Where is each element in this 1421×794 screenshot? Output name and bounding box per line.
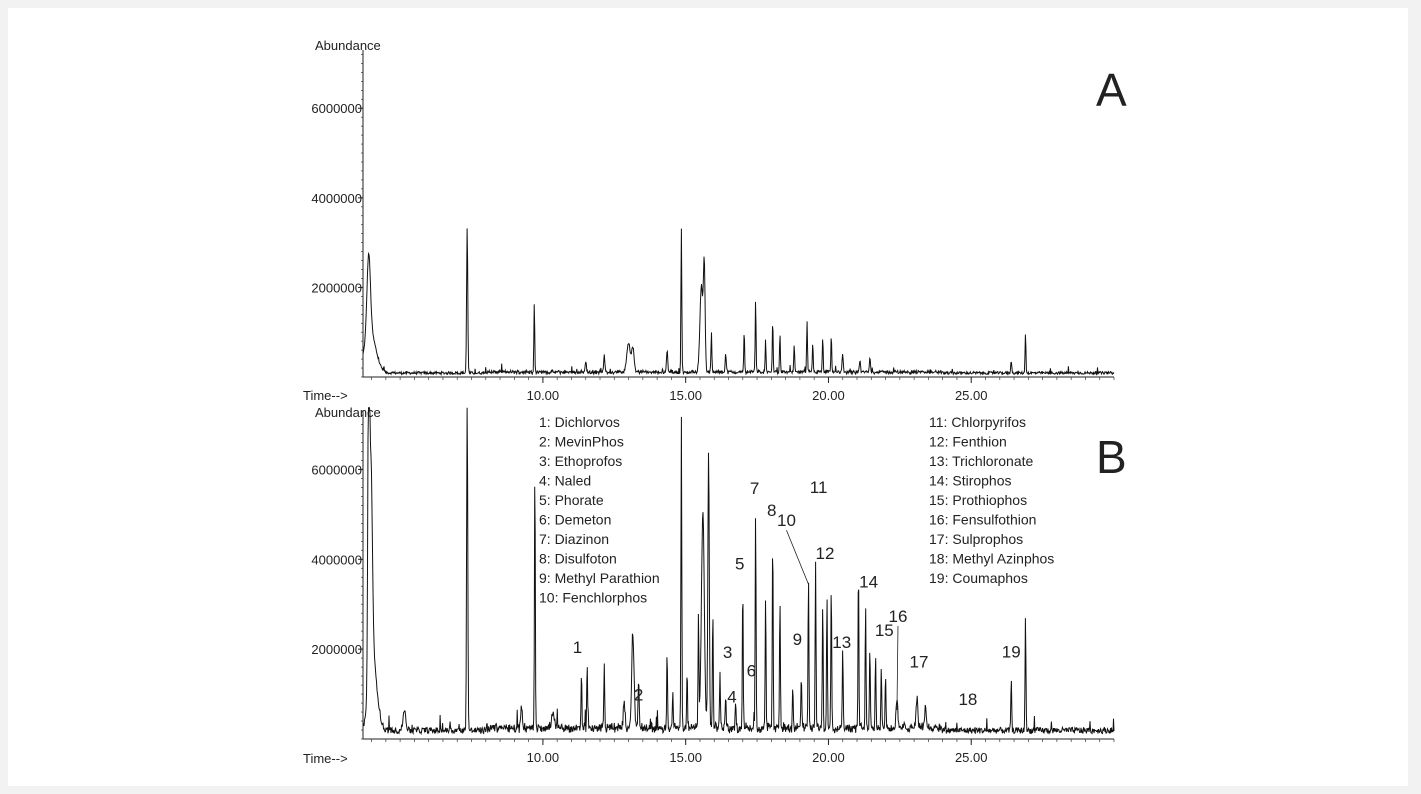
legend-entry: 2: MevinPhos [539, 434, 624, 450]
chromatogram-figure: 2000000 4000000 6000000 10.00 15.00 20.00 25.0… [8, 8, 1408, 786]
y-tick-label: 4000000 [311, 191, 362, 206]
x-axis-title: Time--> [303, 388, 348, 403]
chromatogram-trace [362, 228, 1115, 377]
legend-entry: 1: Dichlorvos [539, 414, 620, 430]
legend-entry: 19: Coumaphos [929, 570, 1028, 586]
legend-entry: 13: Trichloronate [929, 453, 1033, 469]
peak-label: 11 [810, 478, 828, 497]
legend-entry: 5: Phorate [539, 492, 604, 508]
legend-entry: 12: Fenthion [929, 434, 1007, 450]
peak-label: 2 [634, 686, 643, 705]
legend-entry: 10: Fenchlorphos [539, 590, 647, 606]
panel-b: 2000000 4000000 6000000 10.00 15.00 20.00 25.0… [303, 405, 1127, 766]
peak-label: 1 [573, 638, 582, 657]
x-tick-label: 10.00 [527, 388, 560, 403]
peak-label: 10 [777, 511, 796, 530]
x-tick-label: 20.00 [812, 750, 845, 765]
peak-label: 9 [793, 630, 802, 649]
panel-letter: B [1096, 431, 1127, 483]
x-tick-label: 25.00 [955, 388, 988, 403]
panel-letter: A [1096, 64, 1127, 116]
peak-label: 19 [1002, 642, 1021, 661]
peak-label: 6 [747, 662, 756, 681]
legend-entry: 11: Chlorpyrifos [929, 414, 1026, 430]
peak-label: 17 [910, 653, 929, 672]
peak-label: 18 [958, 690, 977, 709]
peak-label: 8 [767, 501, 776, 520]
y-axis-title: Abundance [315, 405, 381, 420]
legend-entry: 3: Ethoprofos [539, 453, 622, 469]
x-axis-title: Time--> [303, 751, 348, 766]
x-tick-label: 15.00 [669, 750, 702, 765]
peak-label: 4 [727, 687, 736, 706]
peak-leader-line [896, 626, 899, 711]
peak-label: 14 [859, 573, 878, 592]
y-tick-label: 6000000 [311, 462, 362, 477]
legend-entry: 9: Methyl Parathion [539, 570, 660, 586]
x-tick-label: 10.00 [527, 750, 560, 765]
y-axis-title: Abundance [315, 38, 381, 53]
peak-label: 16 [889, 607, 908, 626]
panel-a: 2000000 4000000 6000000 10.00 15.00 20.00 25.0… [303, 38, 1127, 403]
peak-label: 3 [723, 643, 732, 662]
peak-label: 12 [816, 544, 835, 563]
chromatogram-trace [362, 407, 1115, 736]
peak-label: 15 [875, 621, 894, 640]
y-tick-label: 2000000 [311, 642, 362, 657]
legend-entry: 7: Diazinon [539, 531, 609, 547]
peak-leader-line [786, 530, 809, 585]
legend-entry: 8: Disulfoton [539, 551, 617, 567]
legend-entry: 14: Stirophos [929, 473, 1012, 489]
x-tick-label: 15.00 [669, 388, 702, 403]
y-tick-label: 4000000 [311, 552, 362, 567]
x-tick-label: 20.00 [812, 388, 845, 403]
legend-entry: 16: Fensulfothion [929, 512, 1036, 528]
y-tick-label: 2000000 [311, 280, 362, 295]
legend-entry: 4: Naled [539, 473, 591, 489]
legend-entry: 6: Demeton [539, 512, 611, 528]
chromatogram-svg: 2000000 4000000 6000000 10.00 15.00 20.00 25.0… [303, 38, 1127, 766]
legend-entry: 17: Sulprophos [929, 531, 1023, 547]
legend-entry: 18: Methyl Azinphos [929, 551, 1054, 567]
peak-label: 7 [750, 479, 759, 498]
y-tick-label: 6000000 [311, 101, 362, 116]
x-tick-label: 25.00 [955, 750, 988, 765]
legend-entry: 15: Prothiophos [929, 492, 1027, 508]
peak-label: 5 [735, 555, 744, 574]
peak-label: 13 [832, 633, 851, 652]
